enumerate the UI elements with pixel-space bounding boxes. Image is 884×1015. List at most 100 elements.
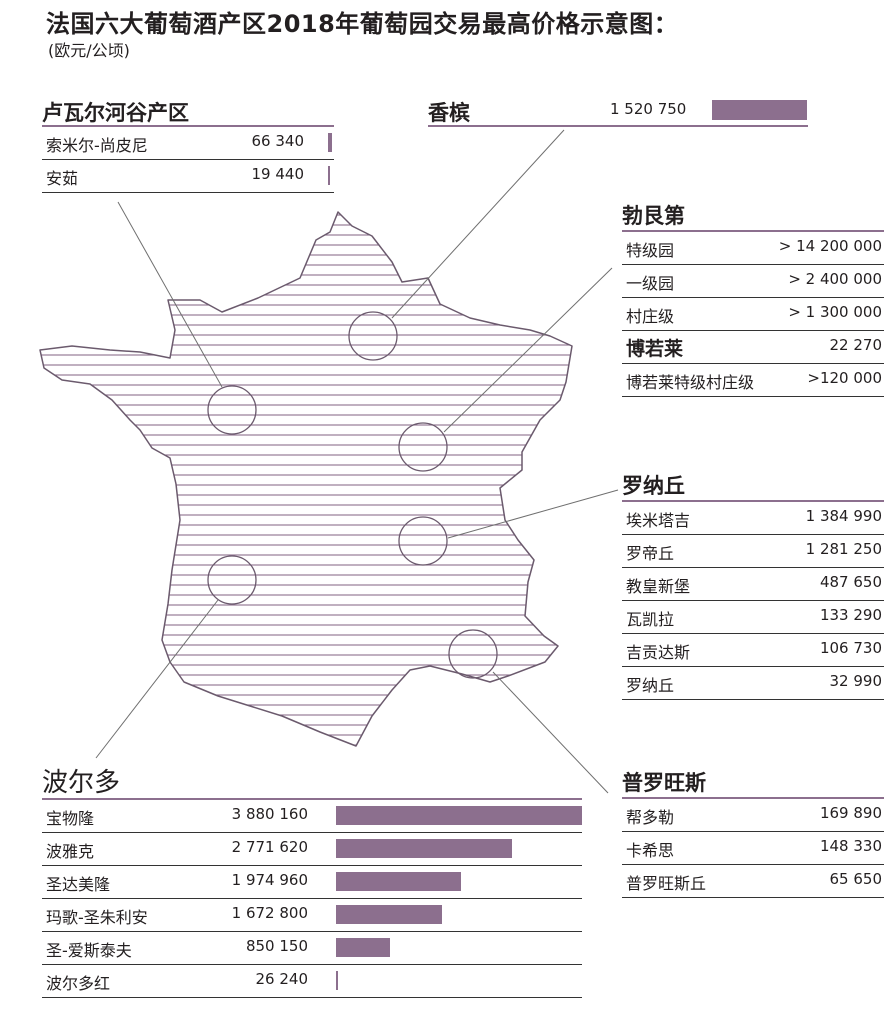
row-value: 1 974 960 [231,871,308,889]
row-name: 圣达美隆 [46,875,111,894]
row-name: 卡希思 [626,841,675,860]
row-name: 索米尔-尚皮尼 [46,136,148,155]
row-name: 瓦凯拉 [626,610,675,629]
table-row: 波雅克 2 771 620 [42,833,582,866]
row-value: 169 890 [819,804,882,822]
table-row: 普罗旺斯丘 65 650 [622,865,884,898]
row-value: >120 000 [807,369,882,387]
region-rule-loire [42,125,334,127]
table-row: 帮多勒 169 890 [622,799,884,832]
value-bar [336,905,442,924]
leader-loire [117,201,223,388]
row-name: 一级园 [626,274,675,293]
row-value: 26 240 [255,970,309,988]
row-value: 32 990 [829,672,883,690]
leader-provence [492,671,609,794]
region-markers [207,311,498,679]
value-label-champagne: 1 520 750 [610,100,687,118]
row-name: 玛歌-圣朱利安 [46,908,148,927]
row-name: 吉贡达斯 [626,643,691,662]
row-name: 村庄级 [626,307,675,326]
table-row: 吉贡达斯 106 730 [622,634,884,667]
table-row: 圣-爱斯泰夫 850 150 [42,932,582,965]
table-row: 卡希思 148 330 [622,832,884,865]
region-rule-champagne [428,125,808,127]
row-value: 2 771 620 [231,838,308,856]
marker-loire [207,385,257,435]
marker-rhone [398,516,448,566]
leader-bordeaux [95,599,219,759]
row-name: 波雅克 [46,842,95,861]
row-value: 1 281 250 [805,540,882,558]
table-row: 瓦凯拉 133 290 [622,601,884,634]
region-title-burgundy: 勃艮第 [622,204,685,228]
table-row: 索米尔-尚皮尼 66 340 [42,127,334,160]
value-bar [336,839,512,858]
row-name: 罗帝丘 [626,544,675,563]
row-value: 1 672 800 [231,904,308,922]
leader-lines [95,129,619,794]
table-row: 玛歌-圣朱利安 1 672 800 [42,899,582,932]
table-row: 宝物隆 3 880 160 [42,800,582,833]
table-row: 村庄级 > 1 300 000 [622,298,884,331]
row-value: 3 880 160 [231,805,308,823]
france-outline [39,211,573,747]
row-name: 罗纳丘 [626,676,675,695]
row-name: 波尔多红 [46,974,111,993]
table-row: 圣达美隆 1 974 960 [42,866,582,899]
page-title: 法国六大葡萄酒产区2018年葡萄园交易最高价格示意图： [46,10,679,38]
table-row: 罗纳丘 32 990 [622,667,884,700]
row-value: 22 270 [829,336,883,354]
row-name: 帮多勒 [626,808,675,827]
table-row: 博若莱 22 270 [622,331,884,364]
value-bar [328,133,332,152]
table-row: 埃米塔吉 1 384 990 [622,502,884,535]
table-row: 罗帝丘 1 281 250 [622,535,884,568]
table-row: 博若莱特级村庄级 >120 000 [622,364,884,397]
row-value: > 1 300 000 [788,303,882,321]
leader-burgundy [443,267,613,433]
region-title-bordeaux: 波尔多 [42,768,121,798]
row-value: 148 330 [819,837,882,855]
region-rule-rhone [622,500,884,502]
value-bar [336,806,582,825]
row-name: 圣-爱斯泰夫 [46,941,132,960]
row-value: 487 650 [819,573,882,591]
row-value: 133 290 [819,606,882,624]
leader-rhone [447,489,619,539]
marker-provence [448,629,498,679]
marker-bordeaux [207,555,257,605]
region-title-champagne: 香槟 [428,101,470,125]
row-value: > 2 400 000 [788,270,882,288]
row-value: 19 440 [251,165,305,183]
table-row: 特级园 > 14 200 000 [622,232,884,265]
row-value: > 14 200 000 [778,237,882,255]
row-value: 65 650 [829,870,883,888]
row-name: 教皇新堡 [626,577,691,596]
table-row: 安茹 19 440 [42,160,334,193]
value-bar [336,971,338,990]
row-value: 66 340 [251,132,305,150]
leader-champagne [391,129,565,319]
value-bar [336,938,390,957]
table-row: 教皇新堡 487 650 [622,568,884,601]
marker-burgundy [398,422,448,472]
row-value: 106 730 [819,639,882,657]
marker-champagne [348,311,398,361]
row-name: 普罗旺斯丘 [626,874,707,893]
row-name: 宝物隆 [46,809,95,828]
row-name: 博若莱特级村庄级 [626,373,755,392]
row-name: 埃米塔吉 [626,511,691,530]
table-row: 一级园 > 2 400 000 [622,265,884,298]
row-value: 1 384 990 [805,507,882,525]
row-name: 特级园 [626,241,675,260]
page-subtitle: (欧元/公顷) [48,41,130,60]
region-rule-bordeaux [42,798,582,800]
value-bar [328,166,330,185]
region-rule-provence [622,797,884,799]
region-title-provence: 普罗旺斯 [622,771,706,795]
region-title-loire: 卢瓦尔河谷产区 [42,101,189,125]
region-title-rhone: 罗纳丘 [622,474,685,498]
table-row: 波尔多红 26 240 [42,965,582,998]
row-value: 850 150 [245,937,308,955]
